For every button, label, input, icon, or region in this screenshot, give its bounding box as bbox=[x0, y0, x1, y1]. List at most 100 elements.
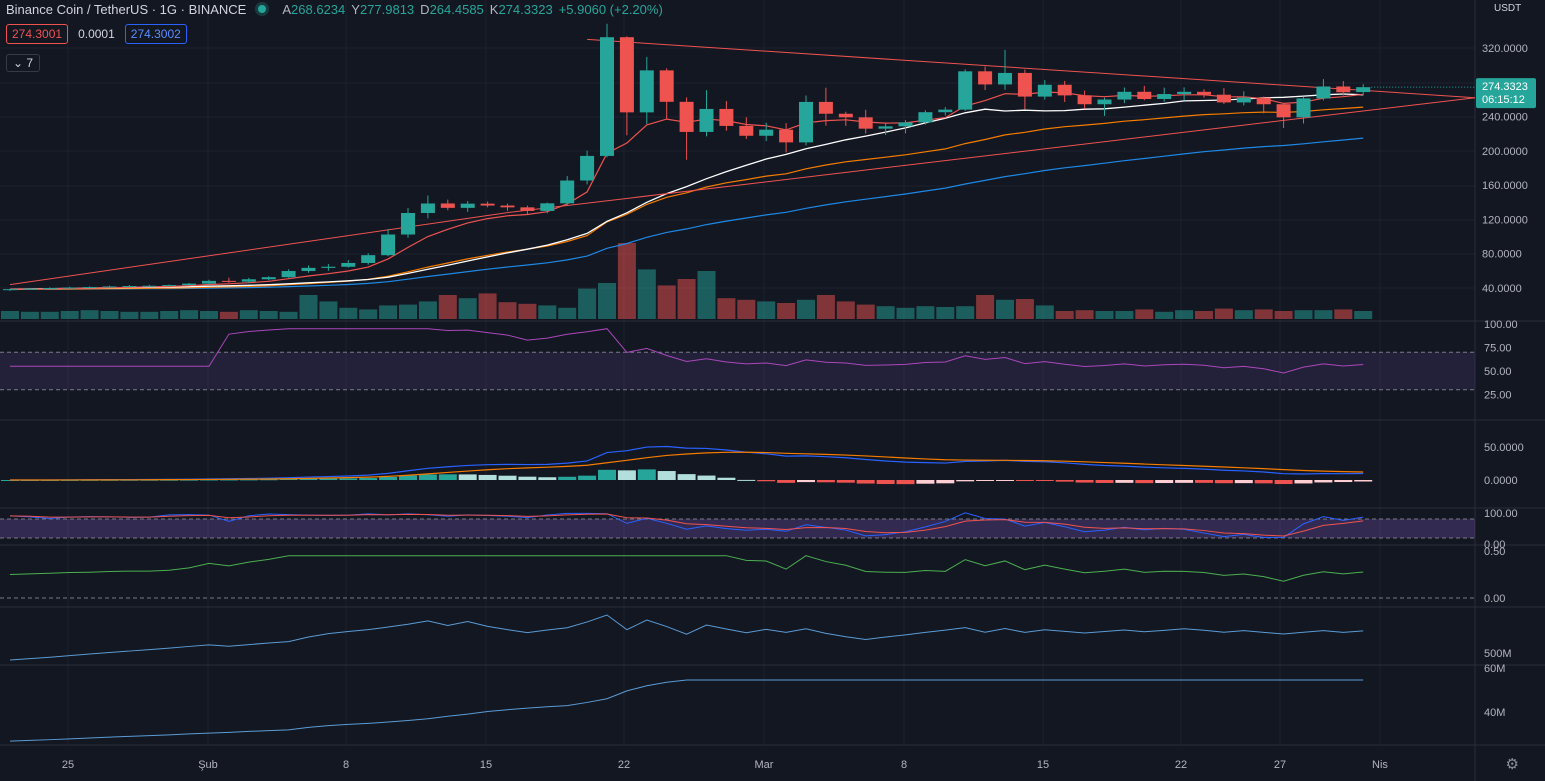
ask-button[interactable]: 274.3002 bbox=[124, 24, 187, 44]
macd-hist-bar bbox=[1035, 480, 1054, 481]
volume-bar bbox=[797, 299, 815, 319]
time-axis-label: 27 bbox=[1274, 759, 1286, 771]
candle-body bbox=[1197, 91, 1211, 95]
bid-button[interactable]: 274.3001 bbox=[6, 24, 69, 44]
candle-body bbox=[62, 287, 77, 289]
volume-bar bbox=[1035, 305, 1054, 319]
candle-body bbox=[759, 129, 774, 136]
volume-bar bbox=[677, 279, 696, 319]
macd-hist-bar bbox=[578, 475, 597, 480]
candle-body bbox=[202, 280, 216, 284]
rsi-line bbox=[10, 328, 1364, 374]
stoch-k-line bbox=[9, 512, 1364, 539]
macd-hist-bar bbox=[1095, 480, 1114, 483]
candle-body bbox=[799, 101, 813, 143]
price-tick-label: 240.0000 bbox=[1482, 112, 1528, 124]
volume-bar bbox=[976, 295, 995, 319]
volume-bar bbox=[578, 288, 597, 319]
volume-bar bbox=[1314, 310, 1333, 319]
candle-body bbox=[1276, 104, 1291, 118]
candle-body bbox=[779, 129, 794, 143]
volume-bar bbox=[100, 311, 119, 319]
candle-body bbox=[82, 287, 97, 289]
time-axis-label: Şub bbox=[198, 759, 218, 771]
trendline-lower bbox=[507, 97, 1476, 214]
macd-hist-bar bbox=[1354, 480, 1373, 482]
macd-hist-bar bbox=[558, 476, 577, 480]
quote-chips: 274.3001 0.0001 274.3002 bbox=[6, 24, 187, 44]
volume-bar bbox=[1, 311, 19, 319]
candle-body bbox=[122, 286, 137, 288]
vol-acc-tick-label: 60M bbox=[1484, 663, 1505, 675]
candle-body bbox=[1037, 84, 1052, 97]
candle-body bbox=[1157, 94, 1172, 99]
macd-hist-bar bbox=[1294, 480, 1313, 484]
currency-label-bg bbox=[1486, 0, 1530, 14]
volume-bar bbox=[458, 298, 477, 319]
price-tick-label: 120.0000 bbox=[1482, 214, 1528, 226]
candle-body bbox=[918, 112, 933, 123]
time-axis-label: 25 bbox=[62, 759, 74, 771]
volume-bar bbox=[757, 301, 776, 319]
candle-body bbox=[1296, 98, 1311, 118]
gear-icon[interactable]: ⚙ bbox=[1505, 756, 1519, 773]
volume-bar bbox=[359, 309, 378, 319]
macd-hist-bar bbox=[956, 480, 975, 482]
price-tick-label: 320.0000 bbox=[1482, 43, 1528, 55]
macd-hist-bar bbox=[737, 479, 756, 481]
candle-body bbox=[1017, 72, 1032, 97]
macd-hist-bar bbox=[1195, 480, 1213, 483]
candle-body bbox=[520, 207, 535, 211]
macd-signal-line bbox=[9, 451, 1364, 481]
volume-bar bbox=[598, 283, 616, 319]
candle-body bbox=[1097, 99, 1112, 105]
volume-bar bbox=[20, 311, 39, 319]
macd-hist-bar bbox=[478, 474, 497, 480]
macd-hist-bar bbox=[219, 479, 238, 481]
macd-hist-bar bbox=[598, 469, 616, 480]
macd-hist-bar bbox=[1254, 480, 1273, 484]
volume-bar bbox=[1274, 311, 1293, 319]
volume-bar bbox=[816, 295, 835, 319]
volume-bar bbox=[657, 285, 676, 319]
macd-hist-bar bbox=[279, 478, 298, 480]
candle-body bbox=[381, 234, 396, 256]
volume-bar bbox=[259, 311, 278, 319]
ma-orange-line bbox=[10, 106, 1364, 290]
candle-body bbox=[858, 117, 873, 129]
candle-body bbox=[500, 205, 515, 208]
volume-bar bbox=[120, 311, 139, 319]
change-value: +5.9060 (+2.20%) bbox=[558, 1, 663, 17]
candle-body bbox=[221, 280, 236, 282]
market-status-icon bbox=[258, 5, 267, 13]
indicators-toggle-button[interactable]: ⌄ 7 bbox=[6, 54, 41, 72]
macd-hist-bar bbox=[538, 477, 557, 480]
indicator-count: 7 bbox=[26, 56, 34, 70]
volume-bar bbox=[777, 303, 796, 319]
currency-label: USDT bbox=[1494, 3, 1521, 14]
volume-bar bbox=[1115, 311, 1134, 319]
volume-bar bbox=[339, 307, 358, 319]
candle-body bbox=[301, 267, 316, 272]
macd-hist-bar bbox=[259, 479, 278, 481]
time-axis-label: 8 bbox=[901, 759, 907, 771]
open-label: A bbox=[282, 1, 292, 17]
close-value: 274.3323 bbox=[498, 1, 553, 17]
stoch-tick-label: 0.00 bbox=[1484, 539, 1505, 551]
candle-body bbox=[1236, 97, 1251, 103]
macd-hist-bar bbox=[1055, 480, 1074, 482]
volume-bar bbox=[418, 301, 437, 319]
chevron-down-icon: ⌄ bbox=[13, 56, 24, 70]
rsi-tick-label: 50.00 bbox=[1484, 366, 1512, 378]
volume-bar bbox=[856, 304, 875, 319]
volume-bar bbox=[239, 310, 258, 319]
macd-hist-bar bbox=[1234, 480, 1253, 484]
volume-bar bbox=[956, 306, 975, 319]
volume-bar bbox=[996, 299, 1014, 319]
symbol-title[interactable]: Binance Coin / TetherUS · 1G · BINANCE bbox=[6, 1, 247, 17]
time-axis-label: 15 bbox=[1037, 759, 1049, 771]
macd-hist-bar bbox=[299, 478, 318, 480]
candle-body bbox=[241, 279, 256, 282]
price-tick-label: 200.0000 bbox=[1482, 146, 1528, 158]
